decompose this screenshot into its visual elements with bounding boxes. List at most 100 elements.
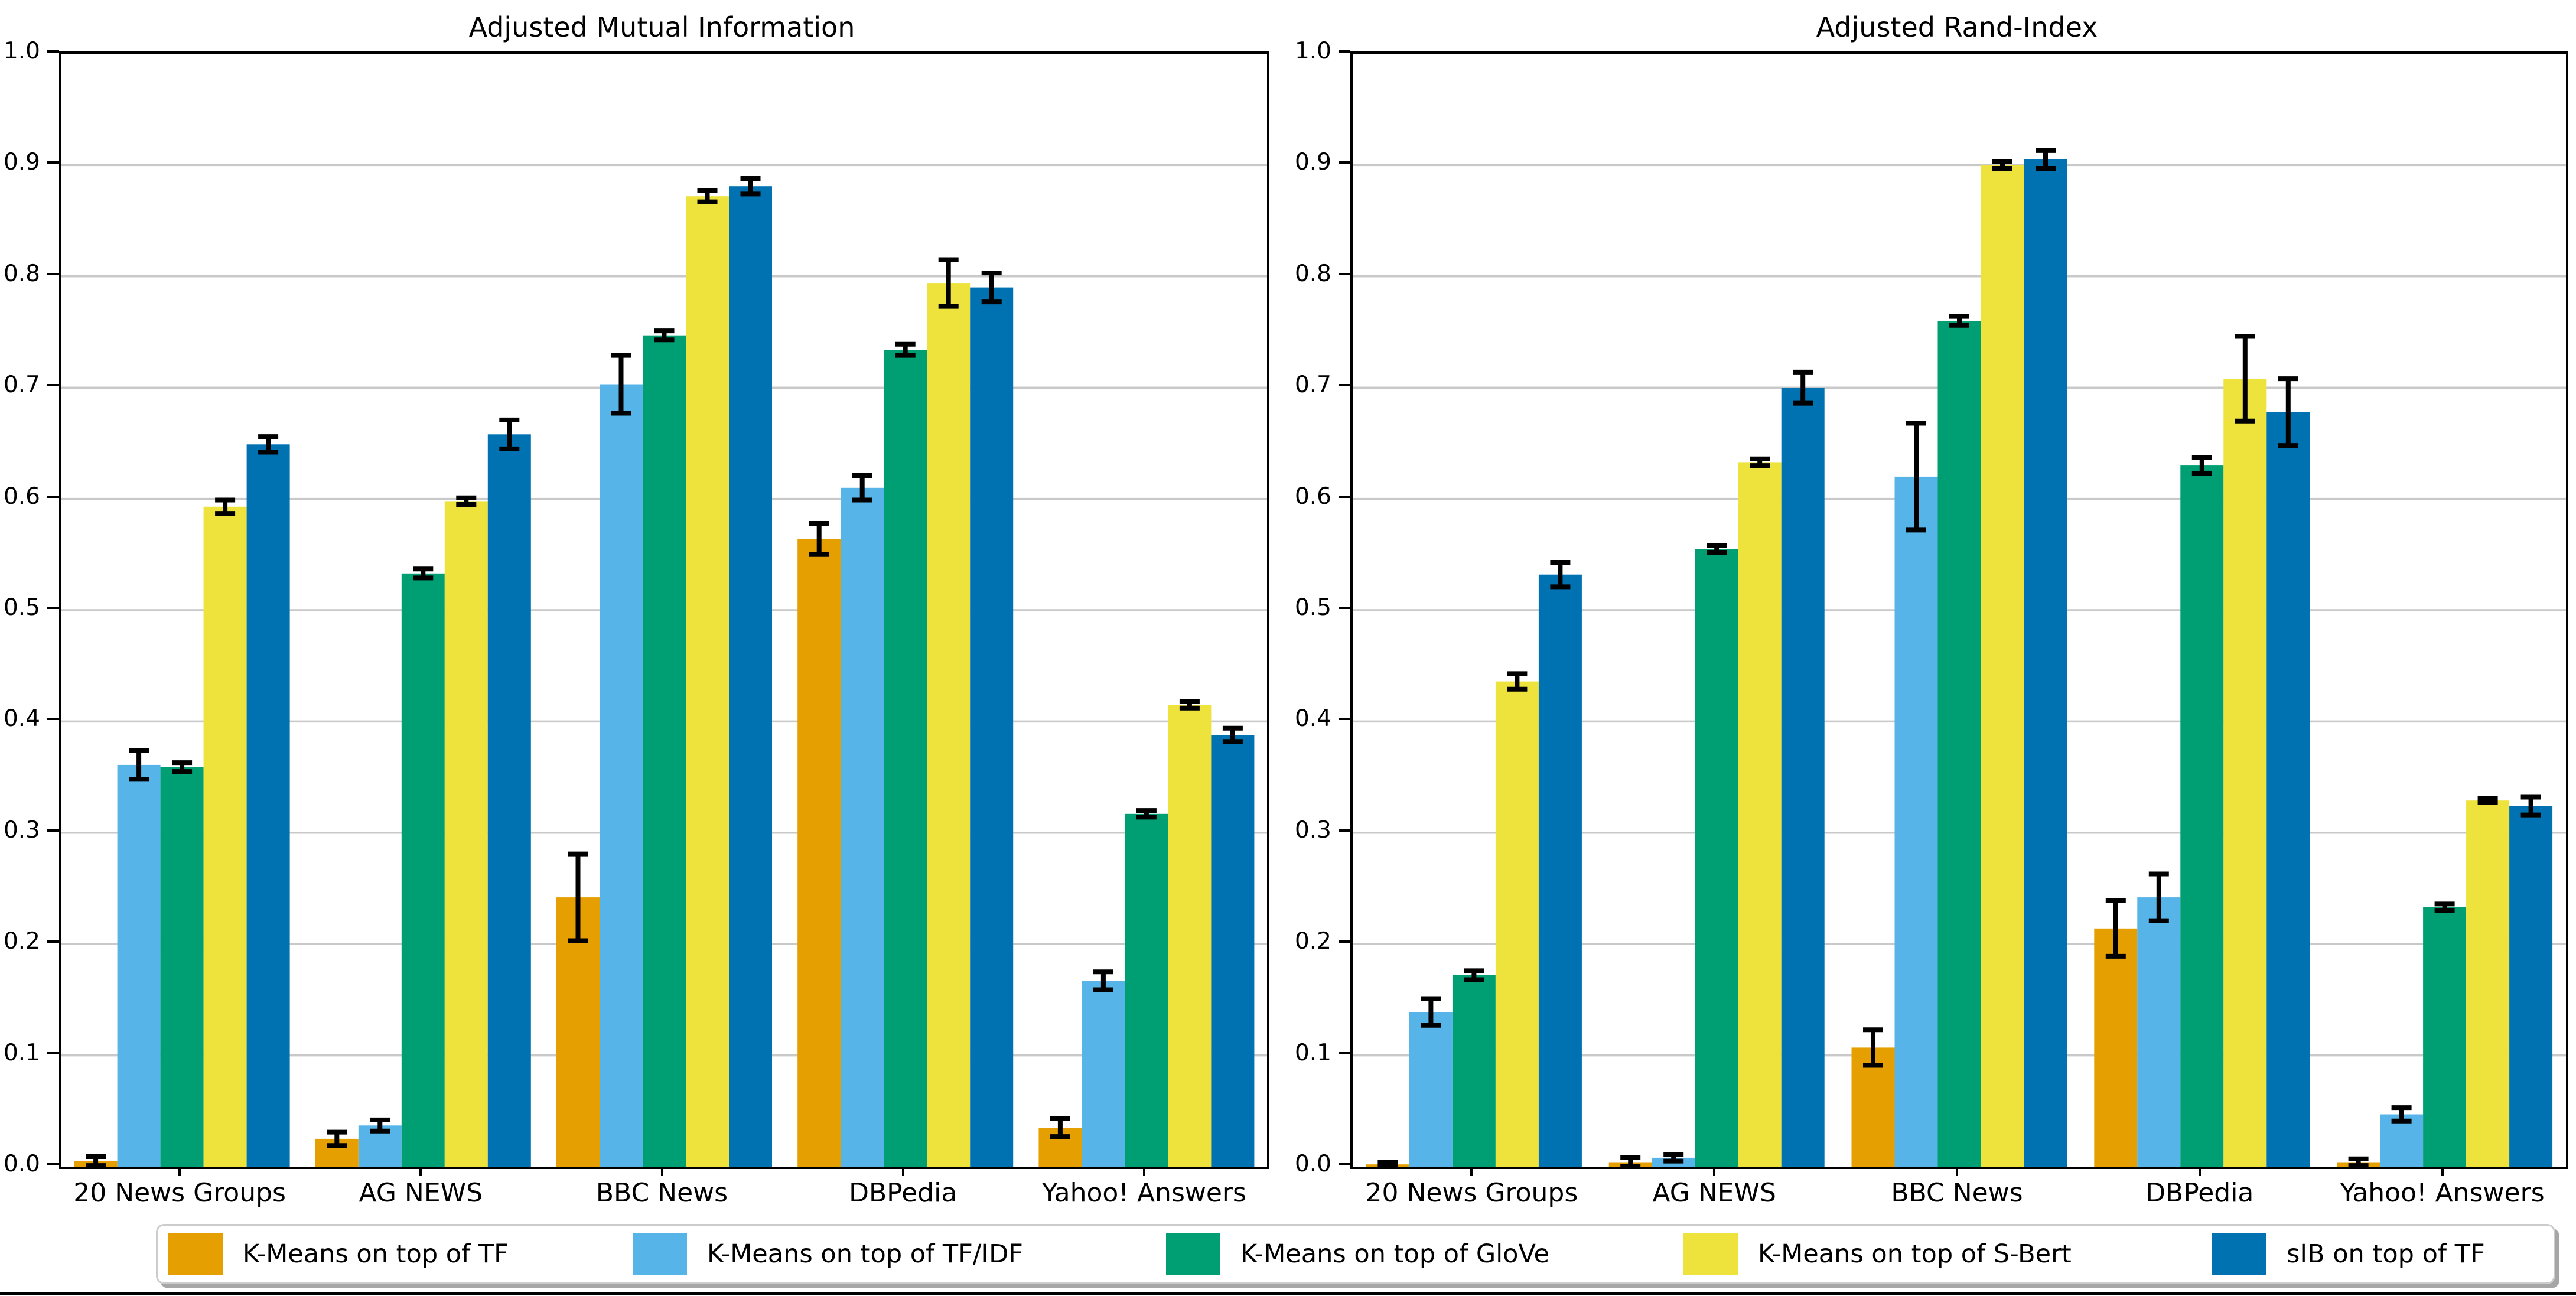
error-bar <box>852 473 872 503</box>
bar <box>1125 813 1168 1167</box>
bar <box>2423 907 2467 1167</box>
error-bar <box>1863 1027 1883 1068</box>
y-axis-tick <box>47 272 59 275</box>
x-category-label: DBPedia <box>2145 1178 2254 1208</box>
error-bar <box>1906 421 1926 533</box>
bar <box>1168 705 1212 1167</box>
error-bar <box>2036 148 2056 171</box>
bar <box>1894 476 1938 1167</box>
error-bar <box>740 176 761 197</box>
x-axis-tick <box>2198 1167 2201 1176</box>
legend-color-swatch-icon <box>1166 1233 1220 1275</box>
error-bar <box>2278 376 2298 448</box>
y-axis-tick-label: 0.1 <box>3 1039 40 1066</box>
legend-label: K-Means on top of TF <box>243 1239 509 1269</box>
bar <box>2223 379 2267 1167</box>
bar <box>401 573 445 1167</box>
error-bar <box>1750 456 1770 468</box>
x-category-label: AG NEWS <box>359 1178 483 1208</box>
x-axis-tick <box>178 1167 181 1176</box>
x-category-label: Yahoo! Answers <box>1041 1178 1246 1208</box>
error-bar <box>327 1129 347 1148</box>
error-bar <box>499 417 520 451</box>
error-bar <box>1507 671 1528 692</box>
error-bar <box>1179 699 1200 711</box>
error-bar <box>1222 725 1243 744</box>
chart-title-adjusted-rand-index: Adjusted Rand-Index <box>1816 11 2098 43</box>
bar <box>2024 159 2067 1167</box>
error-bar <box>611 353 631 416</box>
bar <box>884 350 927 1167</box>
x-category-label: BBC News <box>1891 1178 2023 1208</box>
error-bar <box>2477 796 2498 805</box>
bar <box>2509 806 2553 1167</box>
x-axis-tick <box>660 1167 663 1176</box>
bar <box>160 767 204 1167</box>
bar <box>1981 165 2024 1167</box>
error-bar <box>2191 455 2212 476</box>
y-axis-tick <box>47 718 59 721</box>
bottom-rule <box>0 1292 2576 1295</box>
error-bar <box>981 271 1002 305</box>
bar <box>1695 549 1738 1167</box>
error-bar <box>1421 996 1441 1028</box>
error-bar <box>1377 1160 1398 1167</box>
y-axis-tick-label: 0.8 <box>3 260 40 287</box>
error-bar <box>1793 369 1813 406</box>
bar <box>2094 928 2138 1167</box>
error-bar <box>1707 543 1727 555</box>
y-axis-tick-label: 0.0 <box>1294 1151 1331 1177</box>
y-axis-tick-label: 0.9 <box>1294 149 1331 176</box>
x-axis-tick <box>2441 1167 2444 1176</box>
y-axis-tick-label: 1.0 <box>3 38 40 64</box>
y-axis-tick <box>1339 50 1350 53</box>
bar <box>1082 981 1125 1167</box>
legend-item: K-Means on top of TF/IDF <box>633 1226 1023 1282</box>
y-axis-tick <box>1339 829 1350 832</box>
x-category-label: DBPedia <box>849 1178 958 1208</box>
y-axis-tick <box>1339 607 1350 609</box>
legend-color-swatch-icon <box>2212 1233 2266 1275</box>
bar <box>444 501 488 1167</box>
y-axis-tick-label: 0.4 <box>1294 705 1331 732</box>
legend-label: K-Means on top of S-Bert <box>1758 1239 2072 1269</box>
y-axis-tick <box>1339 384 1350 387</box>
y-axis-tick <box>1339 495 1350 498</box>
bar <box>729 186 772 1167</box>
legend-color-swatch-icon <box>633 1233 687 1275</box>
error-bar <box>86 1154 106 1167</box>
bar <box>927 283 971 1167</box>
y-axis-tick-label: 0.7 <box>1294 372 1331 399</box>
y-axis-tick <box>1339 1163 1350 1165</box>
bar <box>1211 735 1255 1167</box>
bar <box>686 196 729 1167</box>
y-axis-tick <box>47 384 59 387</box>
plot-area-ami <box>59 51 1269 1169</box>
y-axis-tick-label: 0.5 <box>3 594 40 621</box>
error-bar <box>1949 314 1969 328</box>
x-axis-tick <box>1956 1167 1958 1176</box>
x-category-label: AG NEWS <box>1652 1178 1776 1208</box>
legend: K-Means on top of TF K-Means on top of TF… <box>156 1224 2555 1284</box>
bar <box>2137 897 2181 1167</box>
legend-item: K-Means on top of S-Bert <box>1683 1226 2072 1282</box>
plot-area-ari <box>1350 51 2568 1169</box>
bar <box>246 444 290 1167</box>
error-bar <box>2148 871 2169 923</box>
error-bar <box>2520 794 2541 818</box>
bar <box>203 506 247 1167</box>
bar <box>2180 465 2224 1167</box>
bar <box>1409 1012 1453 1167</box>
error-bar <box>1136 808 1157 820</box>
legend-color-swatch-icon <box>168 1233 223 1275</box>
y-axis-tick-label: 0.3 <box>1294 816 1331 844</box>
bar <box>600 384 643 1167</box>
error-bar <box>697 188 718 204</box>
y-axis-tick-label: 0.1 <box>1294 1039 1331 1066</box>
y-axis-tick <box>47 495 59 498</box>
bar <box>797 539 841 1167</box>
bar <box>841 487 884 1167</box>
x-category-label: 20 News Groups <box>73 1178 286 1208</box>
bar <box>2466 800 2510 1167</box>
